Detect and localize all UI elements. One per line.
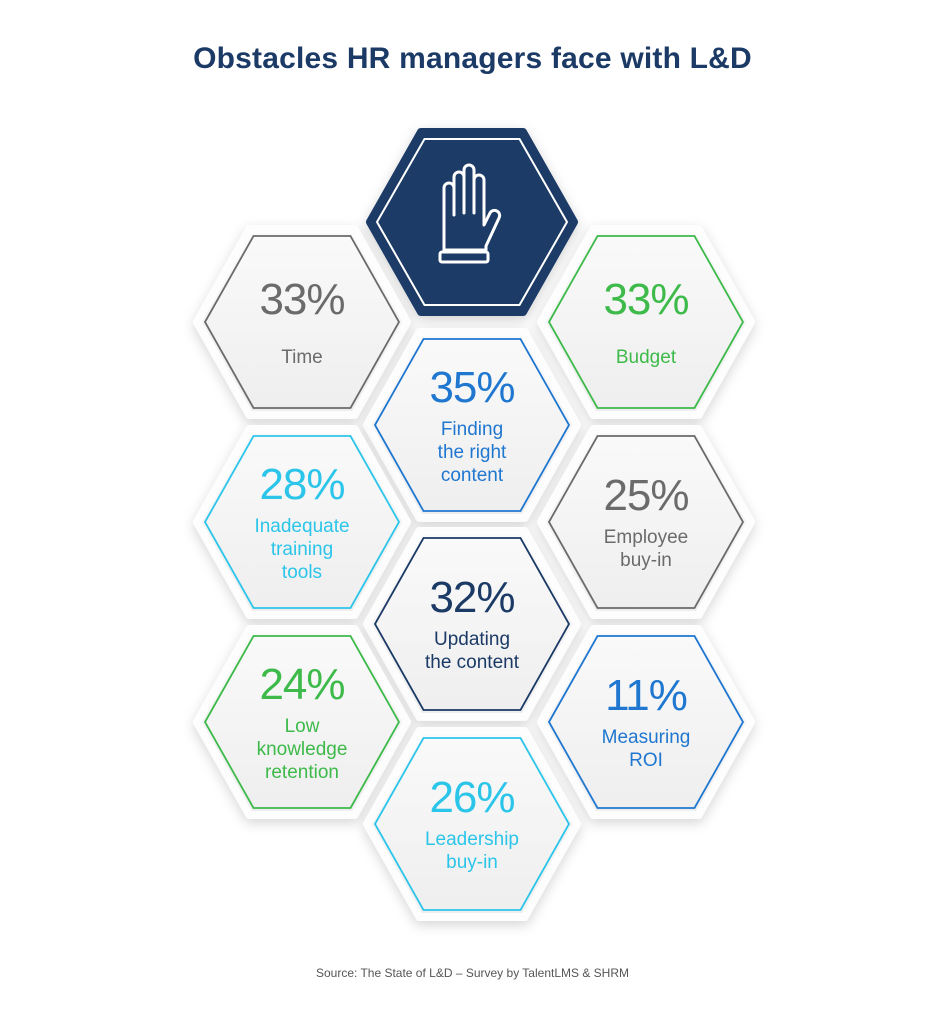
hexagon-shape: [363, 527, 581, 721]
obstacle-percent: 25%: [603, 471, 689, 520]
hexagon-shape: [193, 625, 411, 819]
obstacle-percent: 11%: [605, 671, 688, 720]
hexagon-shape: [537, 625, 755, 819]
obstacle-label: Finding the right content: [437, 418, 507, 486]
obstacle-hexagon: 11% Measuring ROI: [536, 625, 756, 819]
obstacle-text: 25% Employee buy-in: [536, 425, 756, 619]
page-title: Obstacles HR managers face with L&D: [193, 42, 752, 75]
obstacle-hexagon: 32% Updating the content: [362, 527, 582, 721]
obstacle-hexagon: 35% Finding the right content: [362, 328, 582, 522]
obstacle-text: 33% Time: [192, 225, 412, 419]
obstacle-hexagon: 33% Budget: [536, 225, 756, 419]
obstacle-hexagon: 26% Leadership buy-in: [362, 727, 582, 921]
obstacle-text: 32% Updating the content: [362, 527, 582, 721]
obstacle-text: 26% Leadership buy-in: [362, 727, 582, 921]
obstacle-label: Measuring ROI: [601, 727, 691, 771]
obstacle-label: Time: [281, 346, 323, 368]
obstacle-text: 33% Budget: [536, 225, 756, 419]
obstacle-label: Leadership buy-in: [424, 829, 520, 873]
obstacle-percent: 33%: [603, 274, 689, 324]
obstacle-percent: 32%: [429, 573, 515, 622]
obstacle-hexagon: 25% Employee buy-in: [536, 425, 756, 619]
hexagon-shape: [193, 225, 411, 419]
obstacle-percent: 35%: [429, 362, 515, 412]
icon-hexagon-shape: [366, 128, 578, 316]
hexagon-shape: [537, 425, 755, 619]
icon-hexagon: [362, 125, 582, 319]
obstacle-label: Employee buy-in: [603, 527, 689, 571]
hexagon-shape: [537, 225, 755, 419]
obstacle-text: 24% Low knowledge retention: [192, 625, 412, 819]
obstacle-percent: 26%: [429, 773, 515, 822]
obstacle-percent: 24%: [259, 659, 345, 709]
obstacle-text: 35% Finding the right content: [362, 328, 582, 522]
obstacle-label: Inadequate training tools: [254, 515, 350, 583]
obstacle-hexagon: 33% Time: [192, 225, 412, 419]
source-note: Source: The State of L&D – Survey by Tal…: [315, 966, 630, 980]
obstacle-label: Updating the content: [424, 629, 520, 673]
raised-hand-icon: [438, 163, 502, 264]
obstacle-hexagon: 24% Low knowledge retention: [192, 625, 412, 819]
hexagon-shape: [363, 727, 581, 921]
obstacle-text: 11% Measuring ROI: [536, 625, 756, 819]
obstacle-label: Low knowledge retention: [256, 715, 348, 783]
obstacle-label: Budget: [615, 346, 677, 368]
obstacle-percent: 28%: [259, 459, 345, 509]
hexagon-shape: [193, 425, 411, 619]
obstacle-hexagon: 28% Inadequate training tools: [192, 425, 412, 619]
obstacle-text: 28% Inadequate training tools: [192, 425, 412, 619]
obstacle-percent: 33%: [259, 274, 345, 324]
hexagon-shape: [363, 328, 581, 522]
